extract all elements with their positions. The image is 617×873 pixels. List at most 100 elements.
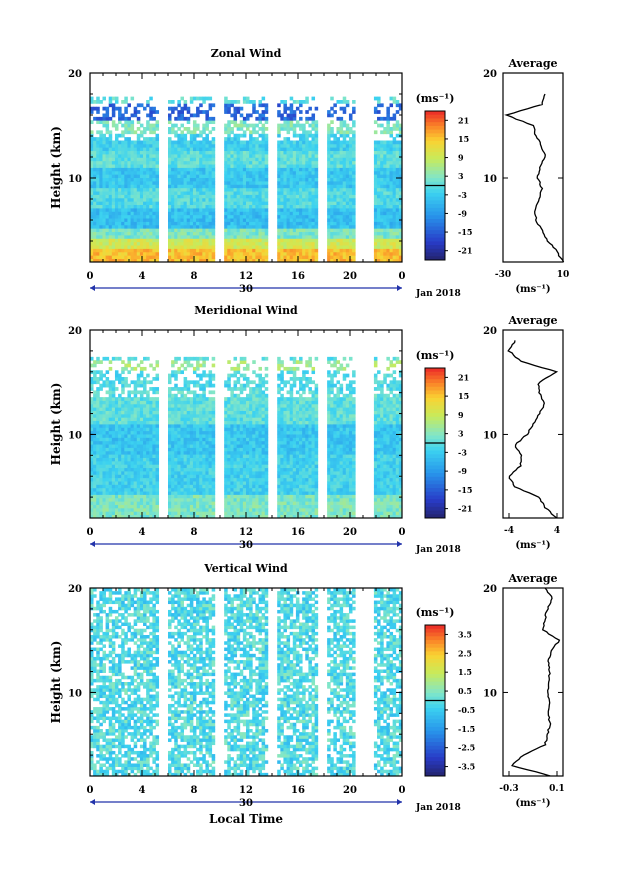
- heatmap-cell: [102, 481, 106, 485]
- heatmap-cell: [108, 494, 113, 499]
- heatmap-cell: [149, 113, 153, 118]
- heatmap-cell: [99, 440, 103, 445]
- heatmap-cell: [199, 130, 203, 135]
- heatmap-cell: [199, 238, 203, 243]
- heatmap-cell: [183, 191, 188, 195]
- heatmap-cell: [192, 255, 197, 260]
- heatmap-cell: [311, 157, 316, 162]
- heatmap-cell: [186, 241, 191, 246]
- heatmap-cell: [261, 241, 266, 246]
- heatmap-cell: [342, 160, 347, 165]
- heatmap-cell: [96, 106, 100, 111]
- heatmap-cell: [283, 140, 287, 145]
- heatmap-cell: [90, 100, 94, 104]
- heatmap-cell: [118, 460, 122, 465]
- heatmap-cell: [168, 208, 172, 212]
- heatmap-cell: [186, 231, 191, 236]
- heatmap-cell: [336, 218, 340, 222]
- heatmap-cell: [280, 160, 284, 165]
- heatmap-cell: [345, 147, 350, 152]
- heatmap-cell: [186, 224, 191, 229]
- heatmap-cell: [152, 410, 156, 415]
- heatmap-cell: [133, 380, 138, 385]
- heatmap-cell: [236, 235, 241, 239]
- heatmap-cell: [308, 201, 312, 206]
- heatmap-cell: [246, 127, 250, 131]
- heatmap-cell: [136, 187, 141, 192]
- heatmap-cell: [143, 507, 147, 512]
- heatmap-cell: [99, 477, 103, 482]
- heatmap-cell: [186, 160, 191, 165]
- heatmap-cell: [111, 501, 116, 505]
- heatmap-cell: [233, 143, 238, 148]
- heatmap-cell: [127, 450, 131, 455]
- heatmap-cell: [133, 460, 138, 465]
- heatmap-cell: [90, 214, 94, 219]
- heatmap-cell: [174, 194, 178, 199]
- heatmap-cell: [239, 123, 244, 128]
- heatmap-cell: [108, 194, 113, 199]
- heatmap-cell: [136, 208, 141, 212]
- heatmap-cell: [252, 255, 256, 260]
- heatmap-cell: [314, 251, 319, 256]
- heatmap-cell: [93, 471, 97, 475]
- heatmap-cell: [146, 258, 150, 263]
- heatmap-cell: [130, 420, 135, 425]
- heatmap-cell: [189, 194, 194, 199]
- heatmap-cell: [114, 454, 119, 458]
- heatmap-cell: [352, 208, 356, 212]
- heatmap-cell: [258, 187, 262, 192]
- heatmap-cell: [108, 100, 113, 104]
- heatmap-cell: [239, 174, 244, 179]
- heatmap-cell: [373, 143, 378, 148]
- heatmap-cell: [93, 251, 97, 256]
- heatmap-cell: [177, 390, 181, 395]
- heatmap-cell: [342, 191, 347, 195]
- heatmap-cell: [114, 137, 119, 141]
- heatmap-cell: [105, 437, 110, 442]
- heatmap-cell: [96, 477, 100, 482]
- heatmap-cell: [383, 241, 387, 246]
- heatmap-cell: [93, 201, 97, 206]
- heatmap-cell: [174, 251, 178, 256]
- heatmap-cell: [130, 403, 135, 408]
- heatmap-cell: [105, 430, 110, 435]
- heatmap-cell: [143, 407, 147, 411]
- heatmap-cell: [143, 184, 147, 189]
- heatmap-cell: [261, 221, 266, 226]
- heatmap-cell: [118, 106, 122, 111]
- heatmap-cell: [99, 191, 103, 195]
- heatmap-cell: [133, 464, 138, 469]
- heatmap-cell: [224, 211, 228, 216]
- heatmap-cell: [152, 147, 156, 152]
- heatmap-cell: [136, 228, 141, 233]
- heatmap-cell: [292, 187, 297, 192]
- heatmap-cell: [192, 507, 197, 512]
- heatmap-cell: [180, 106, 184, 111]
- heatmap-cell: [155, 444, 160, 448]
- heatmap-cell: [146, 413, 150, 418]
- heatmap-cell: [258, 191, 262, 195]
- heatmap-cell: [146, 123, 150, 128]
- heatmap-cell: [118, 170, 122, 175]
- heatmap-cell: [149, 197, 153, 202]
- heatmap-cell: [102, 116, 106, 121]
- heatmap-cell: [352, 214, 356, 219]
- heatmap-cell: [118, 410, 122, 415]
- heatmap-cell: [133, 507, 138, 512]
- x-tick-label: 20: [343, 271, 357, 282]
- heatmap-cell: [186, 501, 191, 505]
- heatmap-cell: [192, 137, 197, 141]
- heatmap-cell: [127, 130, 131, 135]
- heatmap-cell: [186, 360, 191, 364]
- heatmap-cell: [99, 383, 103, 388]
- heatmap-cell: [192, 444, 197, 448]
- heatmap-cell: [118, 393, 122, 398]
- heatmap-cell: [205, 201, 209, 206]
- heatmap-cell: [295, 167, 300, 172]
- heatmap-cell: [283, 116, 287, 121]
- heatmap-cell: [130, 474, 135, 479]
- heatmap-cell: [249, 197, 253, 202]
- heatmap-cell: [383, 154, 387, 158]
- heatmap-cell: [155, 501, 160, 505]
